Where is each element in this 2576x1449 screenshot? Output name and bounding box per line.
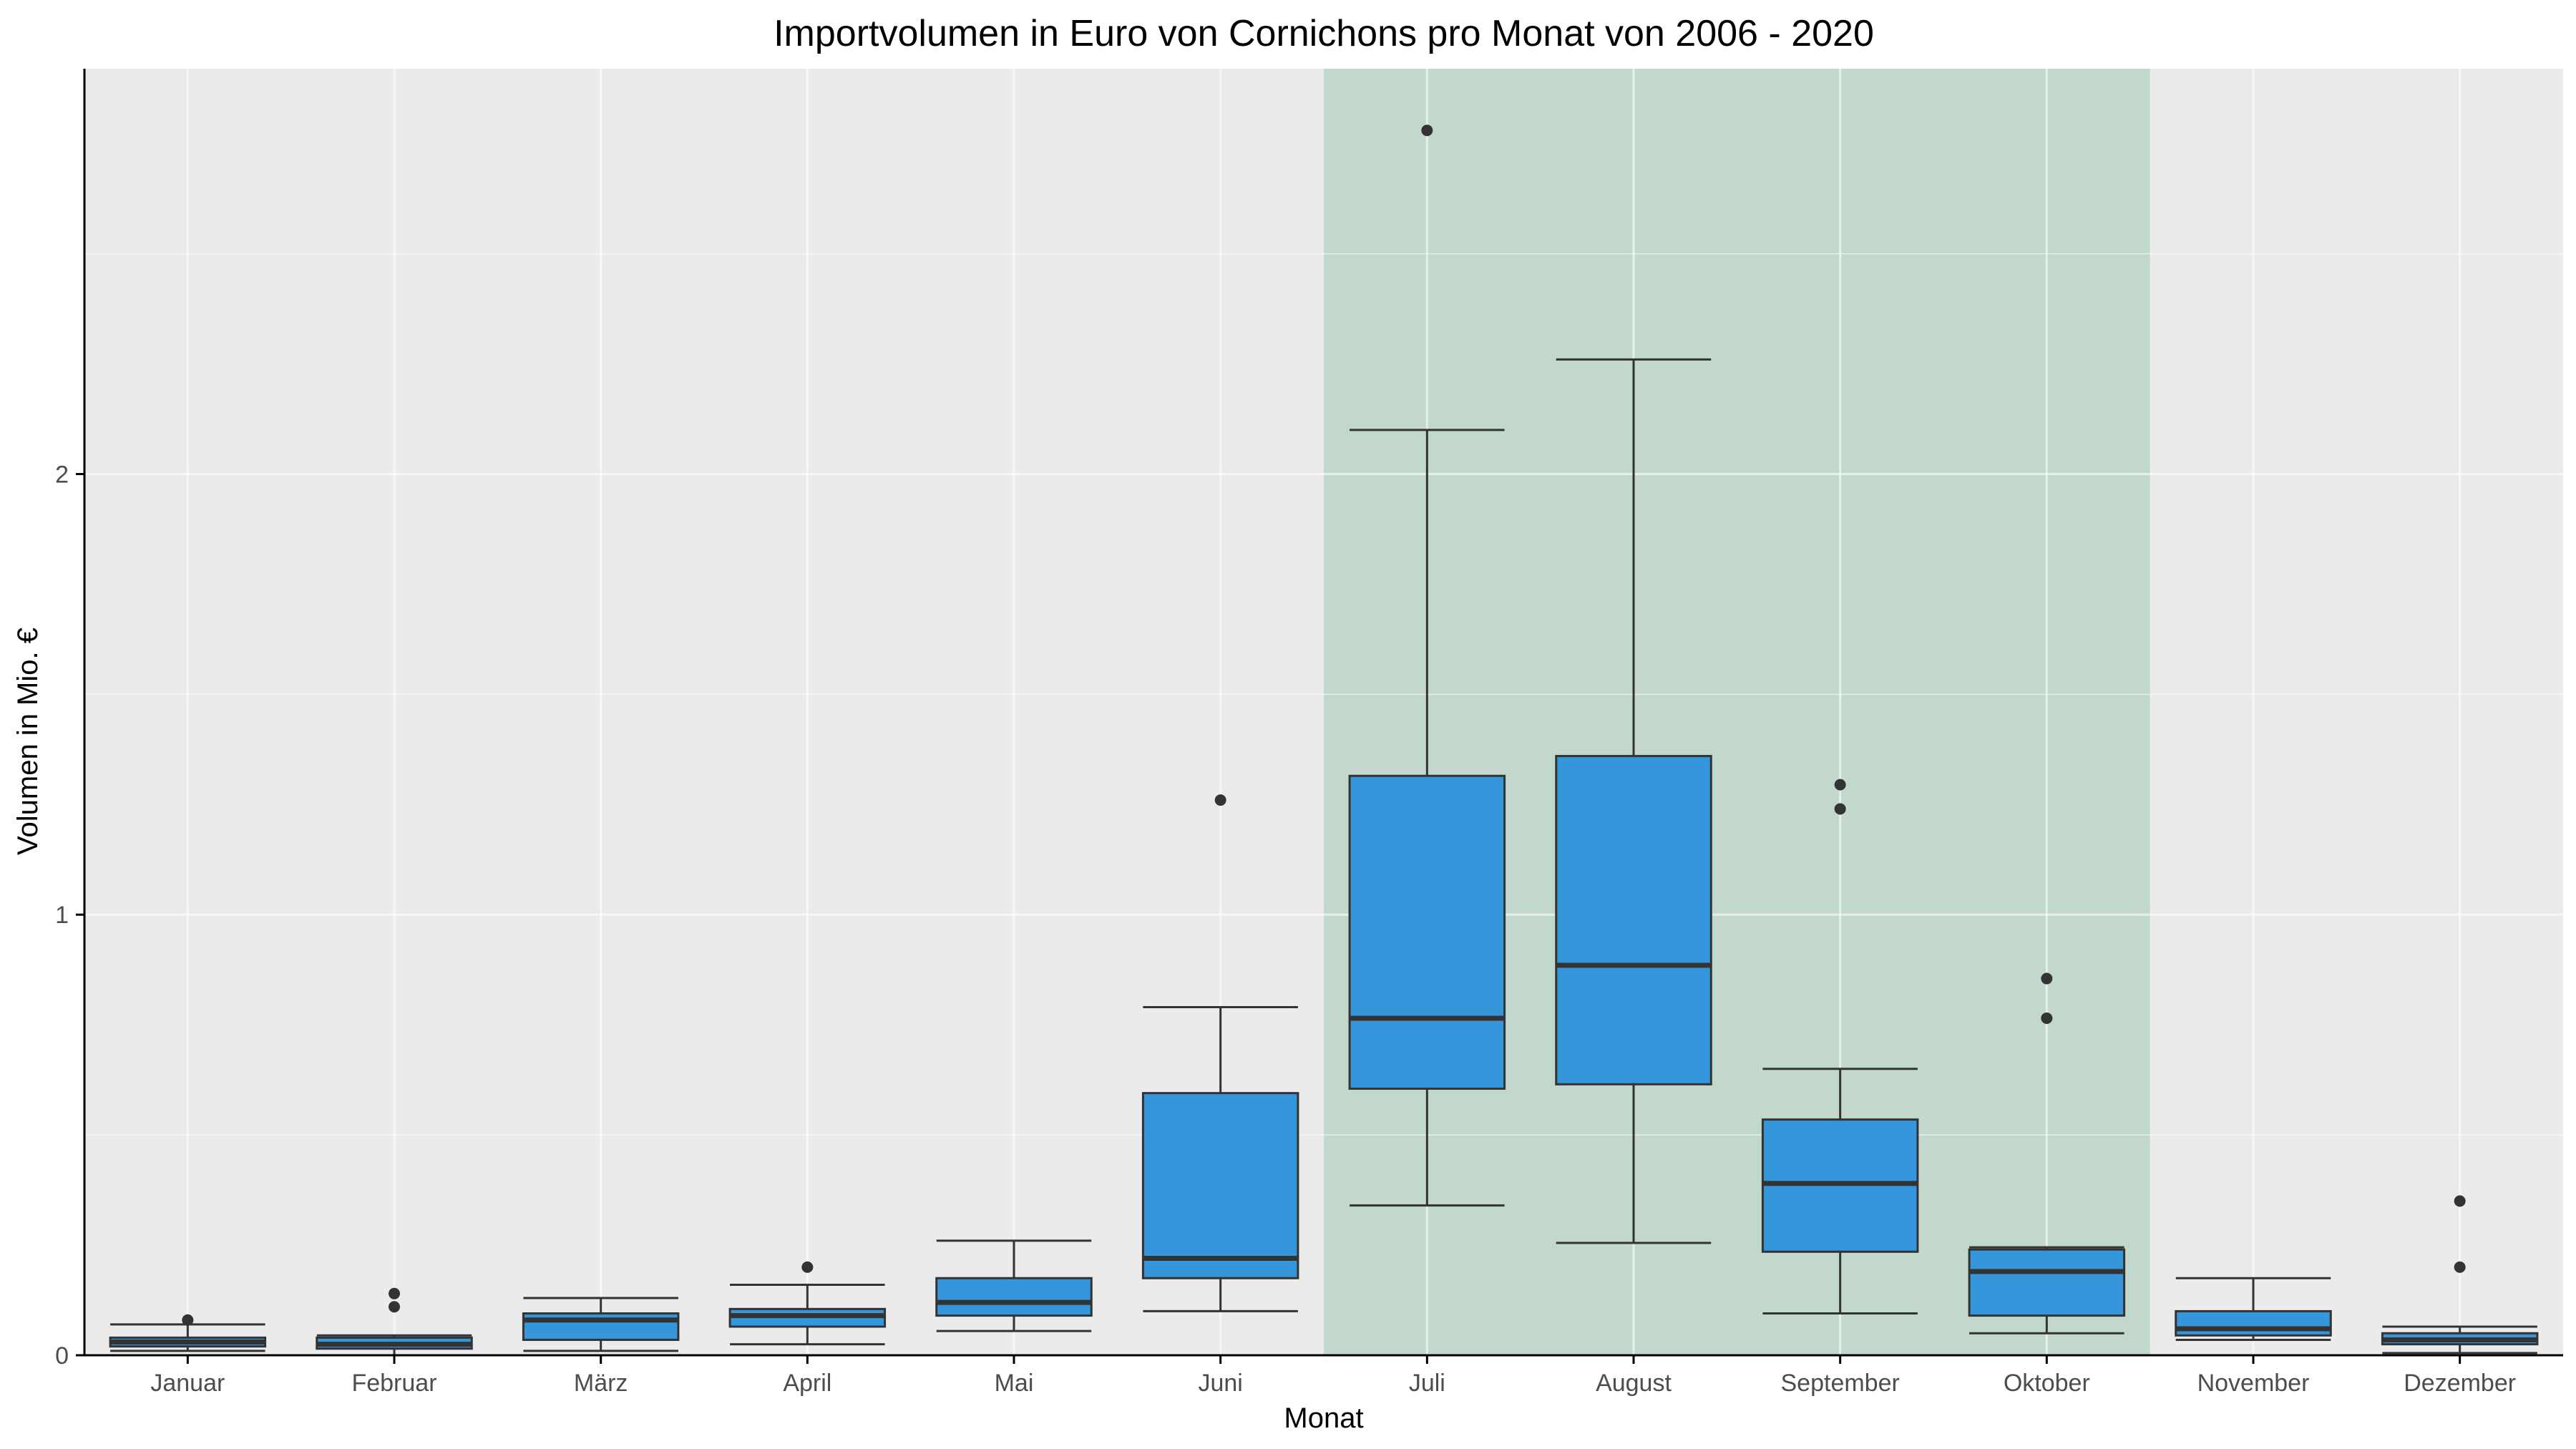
x-tick-label: Januar — [150, 1370, 225, 1397]
box-dezember — [2381, 1195, 2539, 1355]
y-tick-label: 1 — [55, 902, 69, 929]
outlier-point — [1834, 803, 1846, 815]
x-tick-label: Juni — [1198, 1370, 1242, 1397]
x-tick-label: Mai — [995, 1370, 1034, 1397]
plot-area: 0 1 2 Januar Februar März April Mai Juni Juli Augu… — [55, 69, 2563, 1397]
x-tick-label: Februar — [351, 1370, 436, 1397]
x-tick-label: März — [574, 1370, 628, 1397]
y-tick-label: 2 — [55, 461, 69, 488]
x-axis-title: Monat — [1284, 1402, 1363, 1434]
outlier-point — [1834, 779, 1846, 791]
outlier-point — [2041, 1012, 2053, 1024]
box-april — [728, 1261, 887, 1346]
outlier-point — [389, 1301, 400, 1313]
box-juni — [1141, 794, 1299, 1312]
x-tick-label: November — [2197, 1370, 2310, 1397]
y-tick-label: 0 — [55, 1342, 69, 1370]
box-august — [1555, 358, 1712, 1244]
outlier-point — [2454, 1261, 2466, 1273]
box-iqr — [522, 1312, 680, 1341]
box-iqr — [1141, 1092, 1299, 1279]
outlier-point — [801, 1261, 814, 1273]
box-januar — [109, 1314, 267, 1352]
box-februar — [316, 1287, 473, 1357]
box-mai — [935, 1239, 1093, 1332]
x-tick-label: September — [1781, 1370, 1900, 1397]
outlier-point — [2454, 1195, 2466, 1207]
box-iqr — [1348, 774, 1506, 1090]
x-tick-label: Oktober — [2004, 1370, 2090, 1397]
box-juli — [1348, 125, 1506, 1207]
outlier-point — [182, 1314, 194, 1326]
box-november — [2175, 1277, 2332, 1341]
x-tick-label: Juli — [1409, 1370, 1445, 1397]
chart-title: Importvolumen in Euro von Cornichons pro… — [774, 13, 1874, 54]
box-iqr — [1968, 1248, 2126, 1317]
outlier-point — [1421, 125, 1433, 137]
outlier-point — [2041, 972, 2053, 985]
y-axis-title: Volumen in Mio. € — [12, 628, 44, 855]
box-märz — [522, 1297, 680, 1352]
x-tick-label: August — [1596, 1370, 1672, 1397]
box-iqr — [935, 1277, 1093, 1317]
outlier-point — [1214, 794, 1226, 806]
box-september — [1761, 779, 1919, 1315]
x-tick-label: Dezember — [2404, 1370, 2516, 1397]
highlight-band — [1324, 69, 2150, 1355]
box-iqr — [1555, 755, 1712, 1085]
outlier-point — [389, 1287, 400, 1299]
box-iqr — [2175, 1309, 2332, 1337]
box-oktober — [1968, 972, 2126, 1335]
x-tick-label: April — [783, 1370, 831, 1397]
